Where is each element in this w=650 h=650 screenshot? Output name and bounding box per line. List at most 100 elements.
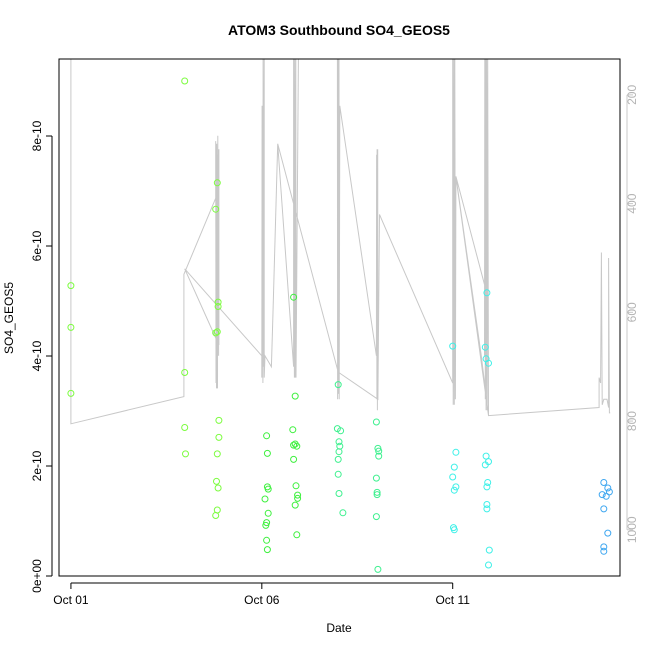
data-point [334, 381, 342, 389]
data-point [372, 474, 380, 482]
data-point [373, 488, 381, 496]
data-point [263, 546, 271, 554]
y-tick-label: 2e-10 [30, 450, 44, 481]
data-point [212, 329, 220, 337]
data-point [67, 282, 75, 290]
right-axis-tick-label: 1000 [625, 516, 639, 543]
data-point [213, 477, 220, 485]
data-point [483, 505, 491, 513]
data-point [212, 205, 220, 213]
right-axis-tick-label: 400 [625, 193, 639, 213]
x-tick-label: Oct 06 [244, 593, 280, 607]
data-point [372, 513, 380, 521]
data-point [485, 359, 492, 367]
data-point [485, 561, 492, 569]
data-point [262, 521, 270, 529]
data-point [337, 427, 345, 435]
data-point [293, 531, 301, 539]
data-point [291, 440, 299, 448]
data-point [449, 342, 457, 350]
data-point [450, 526, 458, 534]
data-point [373, 491, 381, 499]
data-point [481, 461, 489, 469]
data-point [182, 450, 189, 458]
data-point [67, 389, 75, 397]
axes-layer: Oct 01 Oct 06 Oct 11 0e+00 2e-10 4e-10 6e-10 8e… [30, 85, 639, 607]
data-point [484, 479, 492, 486]
data-point [335, 490, 343, 497]
data-point [483, 483, 491, 491]
data-point [483, 501, 491, 508]
data-point [264, 509, 272, 517]
data-point [600, 543, 608, 551]
data-point [215, 416, 223, 424]
data-point [212, 512, 220, 519]
data-point [602, 492, 610, 500]
data-point [600, 547, 608, 555]
data-point [604, 529, 612, 537]
data-point [452, 448, 460, 456]
data-point [263, 449, 271, 457]
right-axis-tick-label: 800 [625, 411, 639, 431]
y-tick-label: 6e-10 [30, 230, 44, 261]
data-point [292, 482, 300, 490]
data-point [291, 392, 299, 400]
data-point [214, 484, 222, 492]
data-point [334, 470, 342, 478]
data-point [290, 293, 298, 301]
data-point [213, 179, 221, 187]
data-point [339, 509, 347, 517]
data-point [334, 455, 342, 463]
data-point [375, 447, 383, 455]
right-axis-tick-label: 200 [625, 85, 639, 105]
y-tick-label: 0e+00 [30, 559, 44, 593]
plot-area-border [58, 58, 621, 577]
data-point [263, 519, 271, 527]
x-tick-label: Oct 01 [53, 593, 89, 607]
data-point [181, 424, 189, 431]
data-point [214, 298, 222, 306]
data-point [261, 495, 269, 503]
data-point [181, 369, 189, 376]
data-point [264, 485, 272, 493]
data-point [294, 491, 302, 499]
data-point [213, 450, 221, 458]
data-point [600, 479, 608, 486]
data-point [263, 536, 271, 544]
data-point [293, 442, 301, 450]
y-tick-label: 8e-10 [30, 120, 44, 151]
data-point [294, 494, 302, 502]
data-point [290, 455, 298, 463]
data-point [374, 565, 382, 573]
data-point [598, 491, 606, 499]
x-tick-label: Oct 11 [435, 593, 470, 607]
data-point [291, 501, 299, 509]
data-point [375, 452, 383, 460]
chart-title: ATOM3 Southbound SO4_GEOS5 [228, 22, 450, 38]
right-axis-tick-label: 600 [625, 302, 639, 322]
data-point [450, 463, 458, 471]
data-point [604, 484, 612, 492]
data-point [67, 323, 75, 331]
data-point [335, 438, 343, 446]
data-point [181, 77, 189, 85]
data-point [600, 505, 608, 513]
data-point [290, 441, 298, 449]
data-points-layer [67, 77, 613, 573]
data-point [450, 486, 458, 494]
data-point [483, 289, 491, 297]
data-point [215, 433, 223, 441]
data-point [485, 546, 493, 554]
data-point [289, 426, 297, 434]
data-point [449, 473, 457, 481]
x-axis-label: Date [326, 621, 352, 635]
data-point [263, 432, 271, 440]
y-axis-label: SO4_GEOS5 [2, 282, 16, 354]
data-point [335, 448, 343, 456]
data-point [213, 328, 221, 336]
data-point [372, 418, 380, 426]
data-point [452, 483, 460, 491]
y-tick-label: 4e-10 [30, 340, 44, 371]
